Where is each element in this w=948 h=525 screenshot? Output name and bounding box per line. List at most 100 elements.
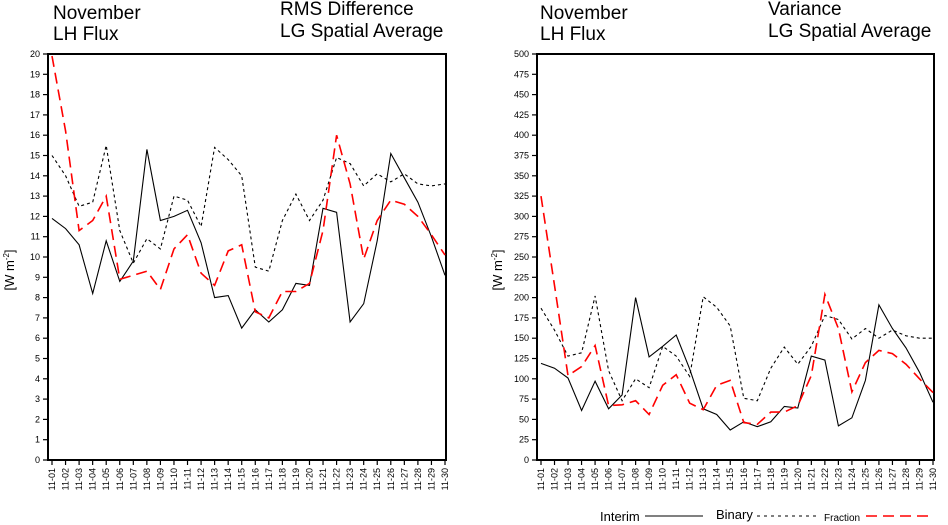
y-tick-label: 400 — [514, 130, 529, 140]
y-tick-label: 300 — [514, 211, 529, 221]
x-tick-label: 11-12 — [196, 468, 206, 490]
title-right-line1: RMS Difference — [280, 0, 414, 20]
x-tick-label: 11-27 — [887, 468, 897, 490]
legend-label-interim: Interim — [600, 509, 640, 524]
x-tick-label: 11-22 — [820, 468, 830, 490]
x-tick-label: 11-24 — [359, 468, 369, 490]
x-tick-label: 11-01 — [536, 468, 546, 490]
y-tick-label: 15 — [30, 151, 40, 161]
title-right-line2: LG Spatial Average — [280, 21, 443, 42]
y-tick-label: 11 — [31, 232, 40, 242]
y-tick-label: 50 — [519, 414, 529, 424]
series-line-interim — [540, 297, 934, 431]
x-tick-label: 11-04 — [577, 468, 587, 490]
y-tick-label: 17 — [30, 110, 40, 120]
x-tick-label: 11-30 — [928, 468, 938, 490]
x-tick-label: 11-29 — [914, 468, 924, 490]
rms-difference-panel: November LH Flux RMS Difference LG Spati… — [2, 0, 450, 490]
title-right-line2: LG Spatial Average — [768, 21, 931, 42]
y-tick-label: 25 — [519, 435, 529, 445]
x-tick-label: 11-05 — [590, 468, 600, 490]
y-axis-label: [W m-2] — [2, 249, 17, 290]
series-line-fraction — [51, 55, 446, 319]
x-tick-label: 11-24 — [847, 468, 857, 490]
y-tick-label: 13 — [30, 191, 40, 201]
title-right-line1: Variance — [768, 0, 842, 20]
x-tick-label: 11-16 — [739, 468, 749, 490]
x-tick-label: 11-22 — [332, 468, 342, 490]
x-tick-label: 11-02 — [550, 468, 560, 490]
x-tick-label: 11-17 — [264, 468, 274, 490]
y-tick-label: 275 — [514, 232, 529, 242]
y-tick-label: 19 — [30, 69, 40, 79]
y-tick-label: 5 — [35, 354, 40, 364]
y-tick-label: 0 — [524, 455, 529, 465]
legend: Interim Binary Fraction — [600, 507, 928, 524]
y-tick-label: 200 — [514, 293, 529, 303]
x-tick-label: 11-15 — [237, 468, 247, 490]
x-tick-label: 11-08 — [142, 468, 152, 490]
y-tick-label: 8 — [35, 293, 40, 303]
x-tick-label: 11-25 — [372, 468, 382, 490]
series-line-fraction — [540, 195, 934, 426]
x-tick-label: 11-10 — [658, 468, 668, 490]
x-tick-label: 11-30 — [440, 468, 450, 490]
y-tick-label: 3 — [35, 394, 40, 404]
title-left-line1: November — [540, 3, 628, 24]
x-tick-label: 11-14 — [223, 468, 233, 490]
x-tick-label: 11-28 — [901, 468, 911, 490]
x-tick-label: 11-06 — [604, 468, 614, 490]
x-tick-label: 11-25 — [860, 468, 870, 490]
x-tick-label: 11-16 — [250, 468, 260, 490]
y-tick-label: 16 — [30, 130, 40, 140]
y-tick-label: 150 — [514, 333, 529, 343]
y-tick-label: 75 — [519, 394, 529, 404]
x-tick-label: 11-19 — [779, 468, 789, 490]
x-tick-label: 11-02 — [61, 468, 71, 490]
x-tick-label: 11-03 — [563, 468, 573, 490]
x-tick-label: 11-17 — [752, 468, 762, 490]
x-tick-label: 11-26 — [386, 468, 396, 490]
x-tick-label: 11-20 — [304, 468, 314, 490]
x-tick-label: 11-04 — [88, 468, 98, 490]
x-tick-label: 11-09 — [155, 468, 165, 490]
y-tick-label: 125 — [514, 354, 529, 364]
x-tick-label: 11-18 — [766, 468, 776, 490]
x-tick-label: 11-19 — [291, 468, 301, 490]
title-left-line2: LH Flux — [540, 24, 606, 45]
y-tick-label: 475 — [514, 69, 529, 79]
title-left-line2: LH Flux — [53, 24, 119, 45]
x-tick-label: 11-09 — [644, 468, 654, 490]
x-tick-label: 11-13 — [698, 468, 708, 490]
y-tick-label: 325 — [514, 191, 529, 201]
y-tick-label: 450 — [514, 90, 529, 100]
y-tick-label: 18 — [30, 90, 40, 100]
series-line-interim — [51, 149, 446, 330]
x-tick-label: 11-08 — [631, 468, 641, 490]
x-tick-label: 11-20 — [793, 468, 803, 490]
y-tick-label: 12 — [30, 211, 40, 221]
x-tick-label: 11-10 — [169, 468, 179, 490]
x-tick-label: 11-11 — [183, 468, 193, 490]
x-tick-label: 11-21 — [318, 468, 328, 490]
y-tick-label: 175 — [514, 313, 529, 323]
x-tick-label: 11-05 — [101, 468, 111, 490]
y-tick-label: 100 — [514, 374, 529, 384]
y-axis-label: [W m-2] — [490, 249, 505, 290]
x-tick-label: 11-18 — [277, 468, 287, 490]
y-tick-label: 4 — [35, 374, 40, 384]
x-tick-label: 11-03 — [74, 468, 84, 490]
x-tick-label: 11-26 — [874, 468, 884, 490]
plot-frame — [47, 53, 447, 461]
variance-panel: November LH Flux Variance LG Spatial Ave… — [490, 0, 938, 490]
y-tick-label: 6 — [35, 333, 40, 343]
legend-label-fraction: Fraction — [824, 513, 860, 524]
y-tick-label: 9 — [35, 272, 40, 282]
x-tick-label: 11-06 — [115, 468, 125, 490]
y-tick-label: 14 — [30, 171, 40, 181]
y-tick-label: 0 — [35, 455, 40, 465]
y-tick-label: 7 — [35, 313, 40, 323]
y-tick-label: 375 — [514, 151, 529, 161]
y-tick-label: 500 — [514, 49, 529, 59]
